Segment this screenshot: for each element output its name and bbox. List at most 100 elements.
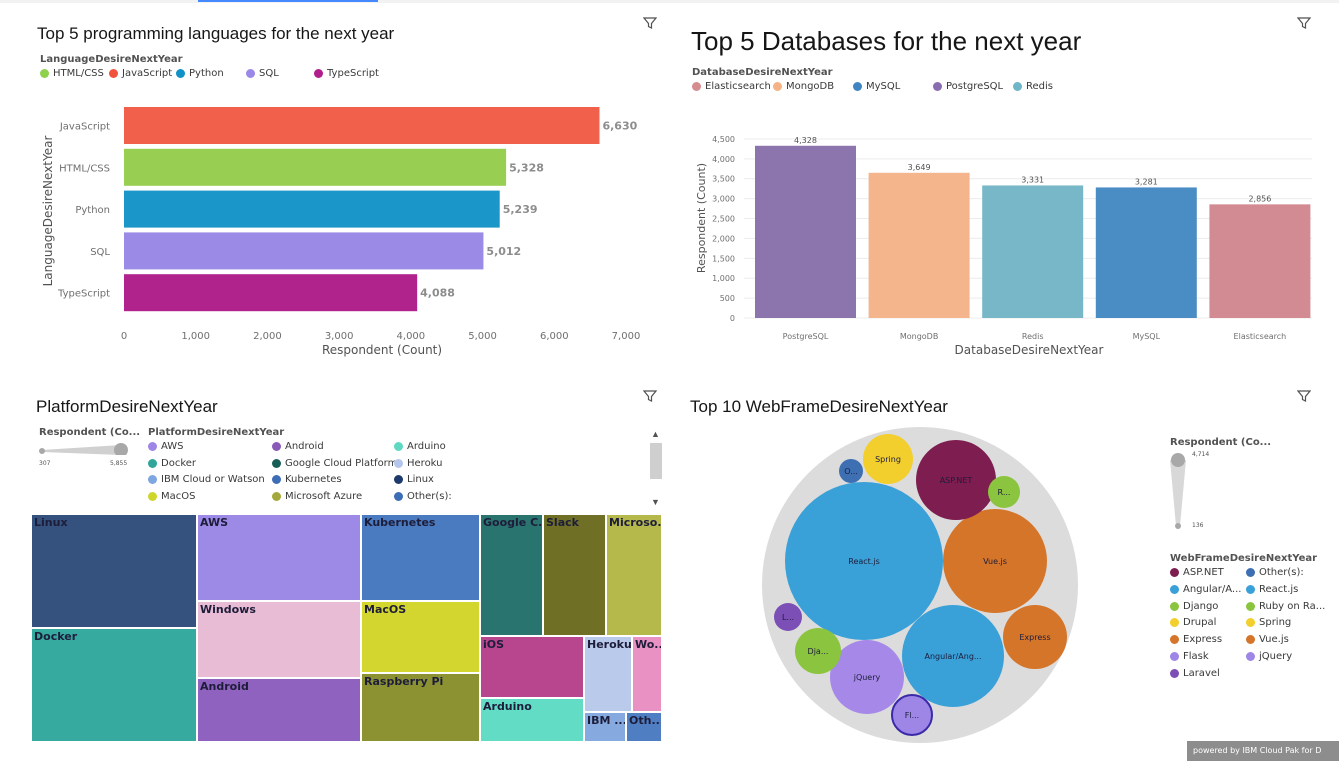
webframe-legend-item[interactable]: ASP.NET [1170, 567, 1224, 578]
lang-legend-item[interactable]: Python [176, 68, 224, 79]
legend-swatch-icon [176, 69, 185, 78]
platform-legend-item[interactable]: Microsoft Azure [272, 491, 362, 502]
legend-swatch-icon [148, 491, 157, 501]
webframe-legend-item[interactable]: Vue.js [1246, 634, 1289, 645]
lang-bar-chart: 6,630 JavaScript 5,328 HTML/CSS 5,239 Python 5… [41, 107, 640, 357]
platform-legend-item[interactable]: MacOS [148, 491, 195, 502]
platform-legend-item[interactable]: Kubernetes [272, 474, 342, 485]
treemap-cell[interactable]: Kubernetes [361, 514, 480, 601]
webframe-legend-item[interactable]: React.js [1246, 584, 1298, 595]
filter-icon[interactable] [1297, 389, 1311, 403]
treemap-cell-label: AWS [200, 516, 229, 529]
legend-swatch-icon [148, 475, 157, 484]
lang-value-label: 4,088 [420, 287, 455, 300]
treemap-cell[interactable]: Slack [543, 514, 606, 636]
lang-chart-title: Top 5 programming languages for the next… [37, 24, 395, 43]
webframe-legend-item[interactable]: Other(s): [1246, 567, 1304, 578]
platform-legend-item[interactable]: Google Cloud Platform [272, 458, 397, 469]
db-legend-item[interactable]: PostgreSQL [933, 81, 1003, 92]
legend-swatch-icon [394, 475, 403, 484]
webframe-legend-item[interactable]: Flask [1170, 651, 1209, 662]
treemap-cell-label: Oth... [629, 714, 662, 727]
platform-legend-title: PlatformDesireNextYear [148, 427, 285, 438]
db-legend-item[interactable]: Elasticsearch [692, 81, 771, 92]
treemap-cell[interactable]: Windows [197, 601, 361, 678]
bubble [1003, 605, 1067, 669]
lang-legend-item[interactable]: HTML/CSS [40, 68, 104, 79]
db-legend-item[interactable]: MongoDB [773, 81, 834, 92]
treemap-cell[interactable]: Docker [31, 628, 197, 742]
webframe-legend-item[interactable]: Laravel [1170, 668, 1220, 679]
legend-swatch-icon [1170, 618, 1179, 628]
lang-legend-item[interactable]: JavaScript [109, 68, 172, 79]
treemap-cell[interactable]: Google C... [480, 514, 543, 636]
webframe-legend-item[interactable]: Django [1170, 601, 1218, 612]
treemap-cell[interactable]: Heroku [584, 636, 632, 712]
platform-legend-item[interactable]: Other(s): [394, 491, 452, 502]
webframe-legend-item[interactable]: Ruby on Ra... [1246, 601, 1325, 612]
platform-legend-item[interactable]: IBM Cloud or Watson [148, 474, 265, 485]
bubble-label: jQuery [853, 673, 881, 682]
platform-legend-item[interactable]: Docker [148, 458, 196, 469]
bubble-label: Fl... [905, 711, 919, 720]
legend-label: JavaScript [122, 68, 173, 79]
lang-legend-item[interactable]: SQL [246, 68, 279, 79]
platform-legend-item[interactable]: AWS [148, 441, 184, 452]
treemap-cell[interactable]: AWS [197, 514, 361, 601]
treemap-cell[interactable]: MacOS [361, 601, 480, 673]
treemap-cell[interactable]: Raspberry Pi [361, 673, 480, 742]
webframe-legend-item[interactable]: Angular/A... [1170, 584, 1241, 595]
bubble-label: React.js [848, 557, 880, 566]
db-legend-item[interactable]: Redis [1013, 81, 1053, 92]
bubble [902, 605, 1004, 707]
legend-swatch-icon [933, 82, 942, 91]
treemap-cell[interactable]: Oth... [626, 712, 662, 742]
lang-value-label: 5,328 [509, 161, 544, 174]
active-tab-indicator[interactable] [198, 0, 378, 2]
filter-icon[interactable] [643, 389, 657, 403]
legend-label: Linux [407, 474, 434, 485]
treemap-cell[interactable]: Wo... [632, 636, 662, 712]
lang-bar [124, 274, 418, 312]
db-legend-item[interactable]: MySQL [853, 81, 900, 92]
db-x-axis-label: DatabaseDesireNextYear [955, 343, 1104, 357]
db-value-label: 2,856 [1248, 194, 1271, 203]
webframe-legend-item[interactable]: jQuery [1246, 651, 1292, 662]
treemap-cell-label: Microso... [609, 516, 662, 529]
bubble [774, 603, 802, 631]
legend-swatch-icon [40, 69, 49, 78]
legend-swatch-icon [272, 491, 281, 501]
legend-label: MySQL [866, 81, 901, 92]
filter-icon[interactable] [1297, 16, 1311, 30]
webframe-chart-title: Top 10 WebFrameDesireNextYear [690, 397, 948, 416]
db-category-label: Elasticsearch [1234, 332, 1287, 341]
legend-swatch-icon [1246, 584, 1255, 594]
platform-legend-item[interactable]: Heroku [394, 458, 443, 469]
webframe-legend-item[interactable]: Spring [1246, 617, 1291, 628]
treemap-cell[interactable]: IBM ... [584, 712, 626, 742]
lang-legend-item[interactable]: TypeScript [314, 68, 379, 79]
scroll-down-icon[interactable]: ▼ [651, 497, 660, 507]
webframe-legend-item[interactable]: Drupal [1170, 617, 1216, 628]
treemap-cell[interactable]: iOS [480, 636, 584, 698]
scroll-up-icon[interactable]: ▲ [651, 429, 660, 439]
legend-scrollbar[interactable]: ▲ ▼ [648, 427, 663, 512]
treemap-cell[interactable]: Arduino [480, 698, 584, 742]
db-value-label: 3,281 [1135, 177, 1158, 186]
filter-icon[interactable] [643, 16, 657, 30]
lang-value-label: 6,630 [602, 120, 637, 133]
platform-legend-item[interactable]: Arduino [394, 441, 446, 452]
legend-label: Flask [1183, 651, 1209, 662]
legend-label: React.js [1259, 583, 1299, 595]
treemap-cell[interactable]: Android [197, 678, 361, 742]
legend-swatch-icon [1170, 584, 1179, 594]
bubble-label: O... [844, 467, 858, 476]
treemap-cell[interactable]: Linux [31, 514, 197, 628]
platform-legend-item[interactable]: Android [272, 441, 324, 452]
platform-legend-item[interactable]: Linux [394, 474, 434, 485]
scroll-thumb[interactable] [650, 443, 662, 479]
legend-label: Ruby on Ra... [1259, 600, 1326, 612]
webframe-legend-item[interactable]: Express [1170, 634, 1222, 645]
treemap-cell[interactable]: Microso... [606, 514, 662, 636]
legend-swatch-icon [1170, 668, 1179, 678]
